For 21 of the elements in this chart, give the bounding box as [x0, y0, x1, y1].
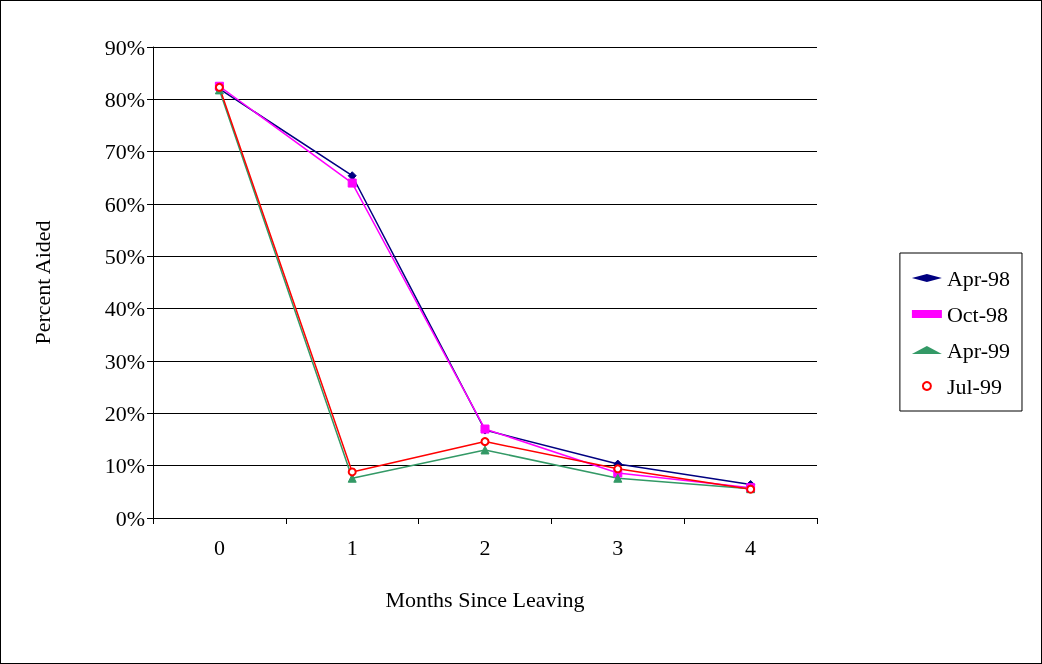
x-tick-label: 4: [745, 534, 757, 560]
legend-label: Apr-99: [946, 337, 1011, 363]
y-tick-label: 70%: [104, 139, 145, 165]
y-tick-label: 60%: [104, 191, 145, 217]
x-tick-label: 2: [479, 534, 491, 560]
x-tick-label: 3: [612, 534, 624, 560]
x-tick-label: 1: [346, 534, 358, 560]
y-tick-label: 90%: [104, 34, 145, 60]
y-tick-label: 80%: [104, 86, 145, 112]
x-axis-title: Months Since Leaving: [385, 586, 585, 612]
y-axis-title: Percent Aided: [29, 220, 55, 345]
y-tick-label: 0%: [115, 505, 145, 531]
legend-label: Oct-98: [946, 301, 1008, 327]
legend-label: Jul-99: [946, 373, 1002, 399]
y-tick-label: 50%: [104, 243, 145, 269]
legend-label: Apr-98: [946, 265, 1011, 291]
y-tick-label: 40%: [104, 296, 145, 322]
x-tick-label: 0: [213, 534, 225, 560]
y-tick-label: 10%: [104, 453, 145, 479]
y-tick-label: 20%: [104, 400, 145, 426]
y-tick-label: 30%: [104, 348, 145, 374]
